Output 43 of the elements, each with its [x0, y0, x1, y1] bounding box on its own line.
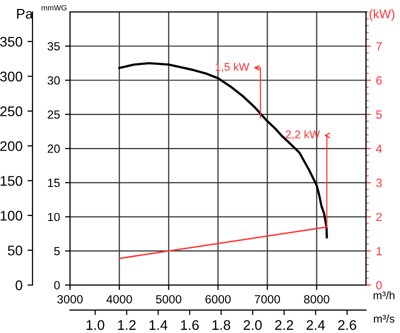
- y3-tick-label: 4: [376, 144, 382, 153]
- y-tick-label: 15: [48, 178, 60, 188]
- y3-tick-label: 5: [376, 110, 382, 119]
- y-tick-label: 35: [48, 42, 60, 51]
- y-tick-label: 25: [48, 110, 60, 119]
- x-tick-label: 7000: [254, 295, 280, 304]
- y2-tick-label: 300: [0, 72, 22, 82]
- x-tick-label: 3000: [57, 295, 83, 304]
- x-tick-label: 4000: [106, 295, 132, 304]
- x2-tick-label: 2.0: [244, 320, 262, 330]
- y2-tick-label: 50: [8, 246, 22, 256]
- x2-tick-label: 1.4: [150, 320, 168, 330]
- x2-tick-label: 1.6: [181, 320, 199, 330]
- y-tick-label: 10: [48, 212, 60, 222]
- y3-tick-label: 0: [376, 281, 382, 290]
- x-tick-label: 6000: [205, 295, 231, 304]
- x2-tick-label: 2.2: [275, 320, 294, 330]
- y2-tick-label: 250: [0, 106, 22, 116]
- y3-tick-label: 3: [376, 178, 382, 188]
- x2-tick-label: 2.6: [338, 320, 356, 330]
- x2-tick-label: 1.8: [212, 320, 230, 330]
- y2-tick-label: 350: [0, 36, 22, 47]
- y-tick-label: 20: [48, 144, 60, 153]
- y3-tick-label: 6: [376, 76, 382, 85]
- x2-axis-title: m³/s: [374, 314, 394, 323]
- y3-tick-label: 2: [376, 212, 382, 222]
- x-tick-label: 8000: [304, 295, 330, 304]
- x2-tick-label: 1.2: [118, 320, 136, 330]
- y-tick-label: 30: [48, 76, 60, 85]
- y-tick-label: 5: [54, 247, 60, 256]
- y2-tick-label: 150: [0, 176, 22, 186]
- y3-tick-label: 7: [376, 42, 382, 50]
- y-tick-label: 0: [54, 281, 60, 290]
- x-tick-label: 5000: [156, 295, 182, 304]
- y2-tick-label: 0: [16, 280, 22, 290]
- y2-tick-label: 200: [0, 141, 22, 152]
- y2-tick-label: 100: [0, 210, 22, 221]
- y3-tick-label: 1: [376, 247, 382, 256]
- x2-tick-label: 1.0: [86, 320, 104, 330]
- x-axis-title: m³/h: [374, 291, 394, 300]
- y2-axis-title: Pa: [17, 9, 33, 19]
- y3-axis-title: (kW): [370, 9, 394, 21]
- x2-tick-label: 2.4: [306, 320, 325, 330]
